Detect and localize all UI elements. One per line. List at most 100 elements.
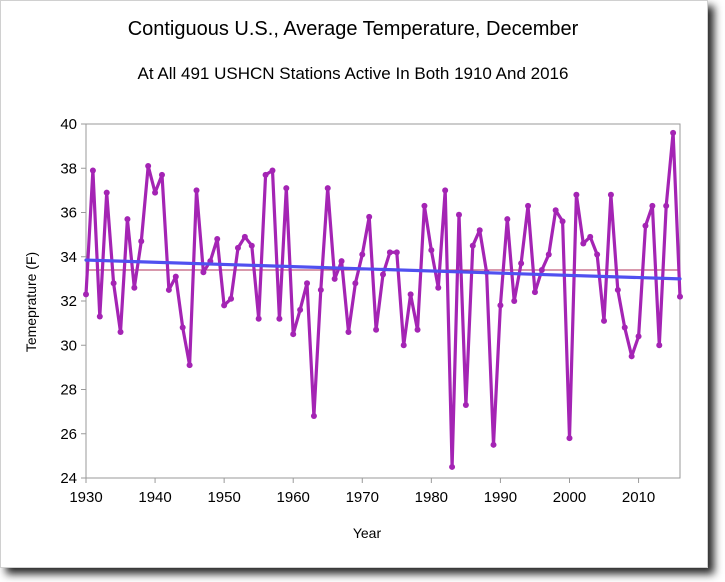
data-point (124, 216, 131, 223)
data-point (283, 185, 290, 192)
x-tick-label: 1980 (415, 489, 448, 506)
data-point (525, 202, 532, 209)
data-point (594, 251, 601, 258)
data-point (635, 333, 642, 340)
data-point (621, 324, 628, 331)
data-point (407, 291, 414, 298)
data-point (145, 163, 152, 170)
x-tick-label: 2010 (622, 489, 655, 506)
y-tick-label: 34 (60, 249, 77, 266)
data-point (421, 202, 428, 209)
data-point (165, 286, 172, 293)
data-point (255, 315, 262, 322)
data-point (290, 331, 297, 338)
data-point (469, 242, 476, 249)
data-point (117, 328, 124, 335)
data-point (490, 441, 497, 448)
data-point (380, 271, 386, 278)
data-point (649, 202, 656, 209)
data-point (269, 167, 276, 174)
data-point (587, 233, 594, 240)
tick-labels: 24 26 28 30 32 34 36 38 40 1930 1940 1950 1960 1970 19… (60, 116, 655, 506)
data-point (476, 227, 483, 234)
data-point (670, 129, 677, 136)
data-point (214, 236, 221, 243)
y-tick-label: 30 (60, 337, 77, 354)
data-point (89, 167, 96, 174)
series-line (84, 131, 682, 469)
data-point (455, 211, 462, 218)
data-point (304, 280, 311, 287)
data-point (234, 244, 241, 251)
data-point (435, 284, 442, 291)
x-tick-label: 1930 (69, 489, 102, 506)
data-point (601, 317, 608, 324)
data-point (545, 251, 552, 258)
data-point (511, 298, 518, 304)
data-point (110, 280, 117, 287)
x-tick-label: 1970 (346, 489, 379, 506)
y-tick-label: 32 (60, 293, 77, 310)
data-point (96, 313, 103, 320)
data-point (663, 202, 670, 209)
data-point (228, 295, 235, 302)
x-tick-label: 1940 (138, 489, 171, 506)
y-tick-label: 40 (60, 116, 77, 133)
data-point (559, 218, 566, 225)
data-point (386, 249, 393, 256)
plot-border (85, 123, 681, 479)
data-point (449, 463, 456, 470)
data-point (276, 315, 283, 322)
data-point (352, 280, 359, 287)
x-tick-label: 1950 (207, 489, 240, 506)
data-point (607, 191, 614, 198)
data-point (248, 242, 255, 249)
data-point (200, 269, 207, 276)
data-point (531, 289, 538, 296)
data-point (414, 326, 421, 333)
data-point (317, 286, 324, 293)
data-point (656, 342, 663, 349)
y-tick-label: 36 (60, 205, 77, 222)
trend-line (84, 258, 682, 281)
data-point (628, 353, 635, 360)
data-point (221, 302, 228, 309)
chart-title: Contiguous U.S., Average Temperature, De… (127, 18, 579, 40)
data-point (497, 302, 504, 309)
data-point (262, 171, 269, 178)
data-point (428, 247, 435, 254)
y-axis-label: Temeprature (F) (23, 252, 39, 352)
data-point (442, 187, 449, 194)
data-point (552, 207, 559, 214)
data-point (366, 213, 373, 220)
plot-area (83, 123, 683, 479)
chart-svg: 24 26 28 30 32 34 36 38 40 1930 1940 1950 1960 1970 19… (23, 116, 683, 541)
data-point (172, 273, 179, 280)
data-point (131, 284, 138, 291)
y-tick-label: 24 (60, 470, 77, 487)
data-point (462, 401, 469, 408)
data-point (400, 342, 407, 349)
x-tick-label: 1960 (277, 489, 310, 506)
data-point (393, 249, 400, 256)
data-point (642, 222, 649, 229)
x-tick-label: 1990 (484, 489, 517, 506)
data-point (324, 185, 331, 192)
data-point (310, 413, 317, 420)
data-point (566, 435, 573, 442)
data-point (538, 267, 545, 274)
data-point (580, 240, 587, 247)
data-point (179, 324, 186, 331)
data-point (297, 306, 304, 313)
data-point (241, 233, 248, 240)
data-point (518, 260, 525, 267)
data-point (345, 328, 352, 335)
data-point (152, 189, 159, 196)
data-point (331, 275, 338, 282)
y-tick-label: 38 (60, 160, 77, 177)
x-axis-label: Year (353, 525, 382, 541)
data-point (373, 326, 380, 333)
data-point (573, 191, 580, 198)
data-point (677, 293, 683, 300)
chart-subtitle: At All 491 USHCN Stations Active In Both… (137, 64, 569, 83)
